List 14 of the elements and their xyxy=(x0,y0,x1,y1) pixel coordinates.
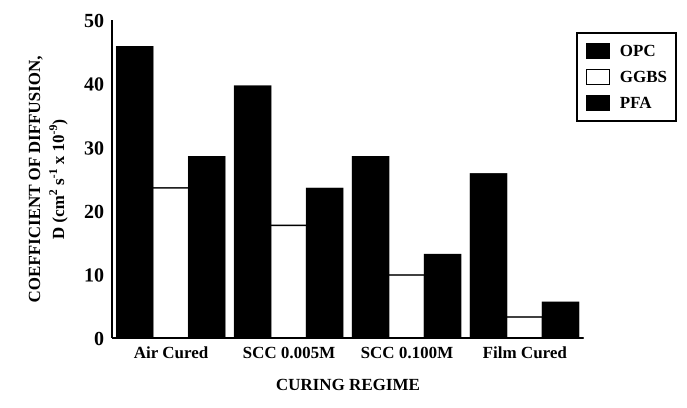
x-tick-label: SCC 0.100M xyxy=(360,343,454,362)
y-tick-label: 40 xyxy=(84,74,104,96)
y-tick-label: 20 xyxy=(84,200,104,223)
x-tick-label: Air Cured xyxy=(134,343,209,362)
x-tick-label: Film Cured xyxy=(482,343,568,362)
x-axis-title: CURING REGIME xyxy=(276,375,420,394)
legend-label: PFA xyxy=(620,93,652,113)
x-tick-label: SCC 0.005M xyxy=(242,343,336,362)
y-tick-label: 30 xyxy=(84,137,104,160)
y-tick-label: 0 xyxy=(94,328,104,350)
y-tick-label: 50 xyxy=(84,10,104,32)
legend-label: GGBS xyxy=(620,67,667,87)
legend-label: OPC xyxy=(620,41,656,61)
y-tick-label: 10 xyxy=(84,264,104,286)
